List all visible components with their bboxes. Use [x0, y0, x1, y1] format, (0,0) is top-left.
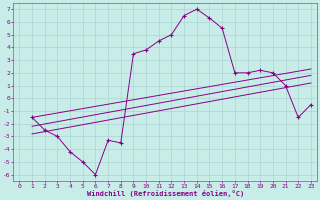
- X-axis label: Windchill (Refroidissement éolien,°C): Windchill (Refroidissement éolien,°C): [86, 190, 244, 197]
